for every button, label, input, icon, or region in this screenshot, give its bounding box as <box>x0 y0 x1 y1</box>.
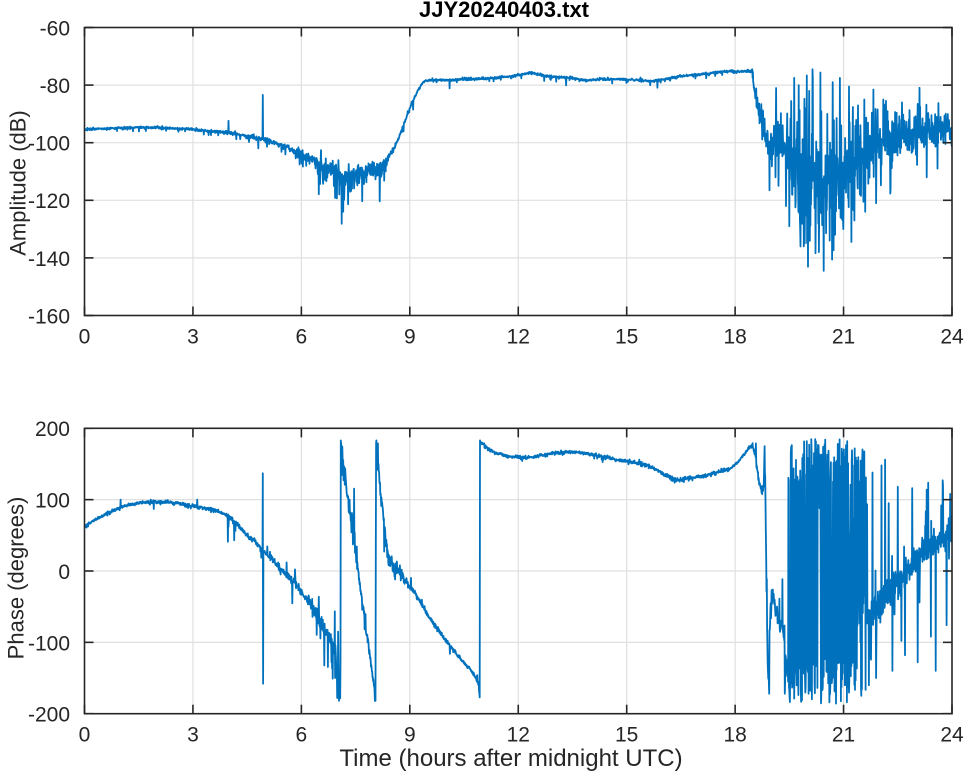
svg-text:Phase (degrees): Phase (degrees) <box>3 497 28 660</box>
svg-text:3: 3 <box>187 724 199 747</box>
svg-text:-200: -200 <box>28 704 70 727</box>
svg-text:12: 12 <box>507 724 530 747</box>
svg-text:-100: -100 <box>28 133 70 156</box>
svg-text:15: 15 <box>615 724 638 747</box>
svg-text:9: 9 <box>404 325 416 348</box>
svg-text:Time (hours after midnight UTC: Time (hours after midnight UTC) <box>339 745 682 772</box>
svg-text:-140: -140 <box>28 248 70 271</box>
svg-text:24: 24 <box>940 325 964 348</box>
svg-text:0: 0 <box>79 724 91 747</box>
svg-text:JJY20240403.txt: JJY20240403.txt <box>419 0 590 22</box>
svg-text:-160: -160 <box>28 305 70 328</box>
svg-text:6: 6 <box>296 325 308 348</box>
svg-text:9: 9 <box>404 724 416 747</box>
svg-text:6: 6 <box>296 724 308 747</box>
svg-text:24: 24 <box>940 724 964 747</box>
svg-text:-60: -60 <box>40 17 70 40</box>
svg-text:15: 15 <box>615 325 638 348</box>
svg-text:18: 18 <box>723 325 746 348</box>
svg-text:-80: -80 <box>40 75 70 98</box>
svg-text:12: 12 <box>507 325 530 348</box>
svg-text:-100: -100 <box>28 632 70 655</box>
svg-text:100: 100 <box>35 490 70 513</box>
svg-text:21: 21 <box>832 724 855 747</box>
svg-text:0: 0 <box>58 561 70 584</box>
svg-text:200: 200 <box>35 418 70 441</box>
svg-text:18: 18 <box>723 724 746 747</box>
svg-text:-120: -120 <box>28 190 70 213</box>
svg-text:Amplitude (dB): Amplitude (dB) <box>5 110 30 256</box>
svg-text:3: 3 <box>187 325 199 348</box>
svg-text:0: 0 <box>79 325 91 348</box>
svg-text:21: 21 <box>832 325 855 348</box>
